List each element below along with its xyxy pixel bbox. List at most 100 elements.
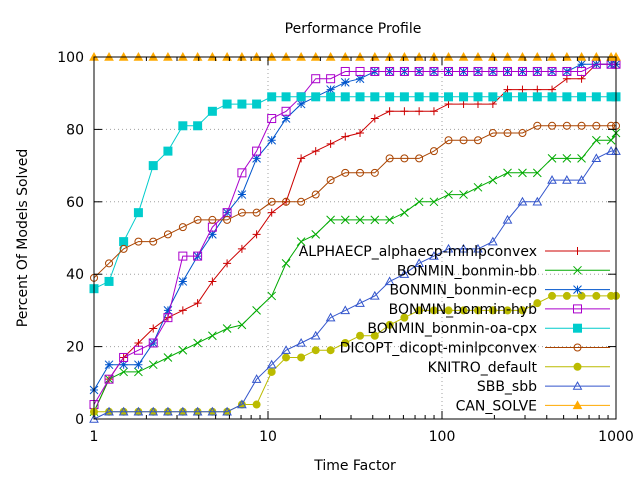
data-point	[562, 74, 571, 83]
legend-label: BONMIN_bonmin-ecp	[389, 283, 537, 299]
data-point	[548, 121, 557, 130]
legend-marker	[573, 304, 582, 314]
data-point	[400, 107, 409, 116]
data-point	[297, 197, 306, 206]
data-point	[281, 106, 291, 116]
data-point	[458, 243, 469, 253]
legend-marker	[573, 343, 582, 352]
data-point	[192, 406, 203, 416]
data-point	[340, 305, 351, 315]
data-point	[488, 92, 498, 102]
data-point	[577, 291, 586, 300]
data-point	[503, 92, 513, 102]
data-point	[577, 92, 587, 102]
data-point	[311, 92, 321, 102]
data-point	[252, 154, 261, 163]
data-point	[384, 276, 395, 286]
data-point	[310, 330, 321, 340]
data-point	[281, 114, 291, 123]
data-point	[326, 85, 335, 94]
data-point	[385, 215, 394, 225]
legend-label: DICOPT_dicopt-minlpconvex	[340, 341, 537, 357]
data-point	[193, 299, 202, 308]
legend: ALPHAECP_alphaecp-minlpconvex BONMIN_bonm…	[299, 244, 610, 414]
data-point	[385, 154, 394, 163]
legend-entry: BONMIN_bonmin-ecp	[389, 283, 610, 299]
data-point	[282, 197, 291, 206]
data-point	[444, 306, 453, 315]
legend-label: ALPHAECP_alphaecp-minlpconvex	[299, 244, 537, 260]
data-point	[266, 359, 277, 369]
data-point	[326, 346, 335, 355]
y-tick-label: 60	[66, 195, 84, 211]
data-point	[104, 406, 114, 416]
data-point	[503, 129, 512, 138]
data-point	[400, 313, 409, 322]
data-point	[488, 306, 497, 315]
data-point	[459, 306, 468, 315]
data-point	[133, 208, 143, 218]
data-point	[104, 374, 114, 384]
data-point	[459, 92, 469, 102]
data-point	[237, 190, 247, 199]
legend-marker	[573, 362, 582, 371]
data-point	[547, 175, 557, 184]
data-point	[133, 406, 144, 416]
data-point	[399, 92, 409, 102]
data-point	[105, 259, 114, 268]
data-point	[326, 74, 336, 84]
data-point	[473, 66, 483, 76]
data-point	[118, 406, 129, 416]
data-point	[163, 306, 173, 315]
data-point	[459, 190, 468, 199]
data-point	[414, 92, 424, 102]
data-point	[134, 360, 143, 370]
legend-marker	[573, 323, 582, 333]
data-point	[518, 168, 527, 178]
data-point	[385, 107, 394, 116]
data-point	[325, 312, 336, 322]
data-point	[222, 99, 232, 109]
y-tick-label: 80	[66, 122, 84, 138]
data-point	[297, 154, 306, 163]
x-tick-label: 10	[259, 429, 277, 445]
legend-label: BONMIN_bonmin-hyb	[389, 302, 537, 318]
data-point	[163, 353, 173, 362]
legend-entry: KNITRO_default	[428, 360, 610, 376]
data-point	[267, 92, 277, 102]
series-line	[93, 63, 616, 405]
data-point	[193, 338, 202, 348]
data-point	[414, 258, 424, 268]
data-point	[340, 77, 350, 87]
axis-ticks: 0 20 40 60 80 100 1 10 100 1000	[57, 50, 634, 445]
data-point	[104, 276, 114, 286]
data-point	[281, 345, 291, 354]
data-point	[444, 100, 453, 109]
data-point	[518, 306, 527, 315]
data-point	[444, 92, 454, 102]
legend-entry: BONMIN_bonmin-oa-cpx	[367, 321, 610, 337]
data-point	[252, 208, 261, 217]
data-point	[517, 196, 528, 206]
x-tick-label: 1	[90, 429, 99, 445]
data-point	[134, 237, 143, 246]
data-point	[267, 135, 277, 145]
x-axis-label: Time Factor	[313, 458, 396, 474]
y-axis-label: Percent Of Models Solved	[15, 149, 31, 327]
data-point	[251, 374, 262, 383]
data-point	[104, 360, 114, 370]
data-point	[134, 338, 143, 347]
data-point	[400, 208, 409, 218]
data-point	[222, 406, 232, 416]
data-point	[326, 176, 335, 185]
legend-label: BONMIN_bonmin-bb	[397, 263, 537, 279]
data-point	[429, 251, 439, 260]
data-point	[473, 243, 483, 253]
data-point	[415, 107, 424, 116]
data-point	[369, 290, 380, 300]
legend-marker	[573, 265, 582, 275]
series-6	[90, 121, 620, 282]
data-point	[340, 215, 350, 225]
data-point	[356, 168, 365, 177]
